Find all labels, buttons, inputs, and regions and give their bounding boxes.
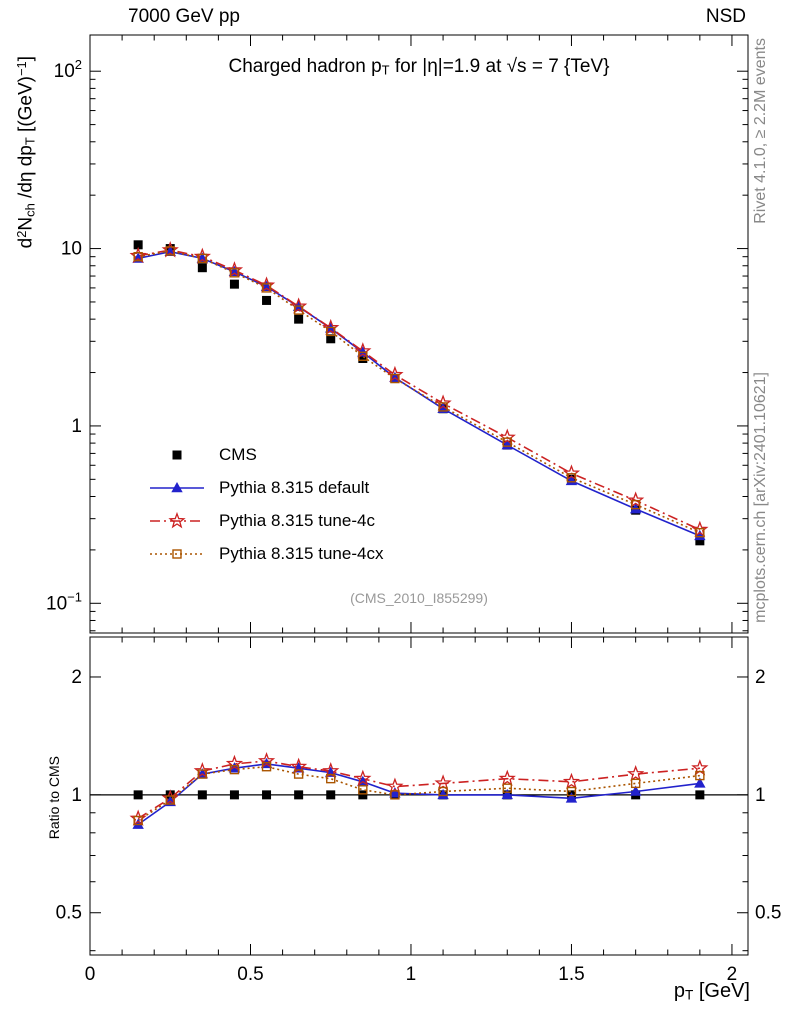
legend-label: CMS [219, 444, 257, 464]
ratio-y-axis-label: Ratio to CMS [46, 756, 62, 840]
beam-energy-label: 7000 GeV pp [128, 6, 240, 27]
rivet-version-note: Rivet 4.1.0, ≥ 2.2M events [752, 38, 769, 224]
legend: CMS Pythia 8.315 default Pythia 8.315 tune… [148, 438, 383, 570]
analysis-id-watermark: (CMS_2010_I855299) [350, 590, 488, 606]
ratio-series [129, 751, 709, 829]
plot-title: Charged hadron pT for |η|=1.9 at √s = 7 … [90, 56, 748, 78]
legend-item-0: CMS [148, 438, 383, 471]
svg-text:2: 2 [727, 964, 738, 985]
svg-text:10−1: 10−1 [46, 589, 82, 614]
event-class-label: NSD [705, 6, 746, 27]
legend-marker-filled-triangle-icon [150, 481, 204, 492]
svg-text:0.5: 0.5 [755, 903, 781, 924]
svg-text:10: 10 [61, 239, 82, 260]
svg-text:2: 2 [71, 667, 82, 688]
plot-frames [89, 34, 749, 956]
plot-title-sub: T [381, 62, 390, 78]
legend-item-2: Pythia 8.315 tune-4c [148, 504, 383, 537]
legend-marker-open-square-icon [150, 548, 204, 559]
svg-text:1: 1 [406, 964, 417, 985]
legend-label: Pythia 8.315 tune-4c [219, 510, 375, 530]
legend-label: Pythia 8.315 default [219, 477, 370, 497]
svg-text:0.5: 0.5 [56, 903, 82, 924]
mcplots-arxiv-note: mcplots.cern.ch [arXiv:2401.10621] [752, 372, 769, 623]
svg-text:2: 2 [755, 667, 766, 688]
legend-label: Pythia 8.315 tune-4cx [219, 543, 384, 563]
legend-item-3: Pythia 8.315 tune-4cx [148, 537, 383, 570]
legend-marker-open-star-icon [150, 511, 204, 528]
x-axis-label: pT [GeV] [673, 980, 750, 1003]
plot-title-rest: for |η|=1.9 at √s = 7 {TeV} [389, 56, 610, 77]
legend-item-1: Pythia 8.315 default [148, 471, 383, 504]
axis-tick-labels: 0 0.5 1 1.5 2 10−1 1 10 102 0.5 0.5 1 1 2 2 [46, 57, 781, 985]
axis-ticks [89, 35, 748, 955]
svg-text:1.5: 1.5 [558, 964, 584, 985]
svg-text:102: 102 [54, 57, 82, 82]
svg-text:1: 1 [71, 416, 82, 437]
svg-text:0: 0 [85, 964, 96, 985]
main-series [129, 240, 709, 546]
svg-text:1: 1 [71, 785, 82, 806]
legend-marker-filled-square-icon [172, 450, 182, 459]
plot-title-text: Charged hadron p [228, 56, 382, 77]
svg-text:0.5: 0.5 [237, 964, 263, 985]
svg-text:1: 1 [755, 785, 766, 806]
main-y-axis-label: d2Nch /dη dpT [(GeV)−1] [14, 56, 38, 249]
